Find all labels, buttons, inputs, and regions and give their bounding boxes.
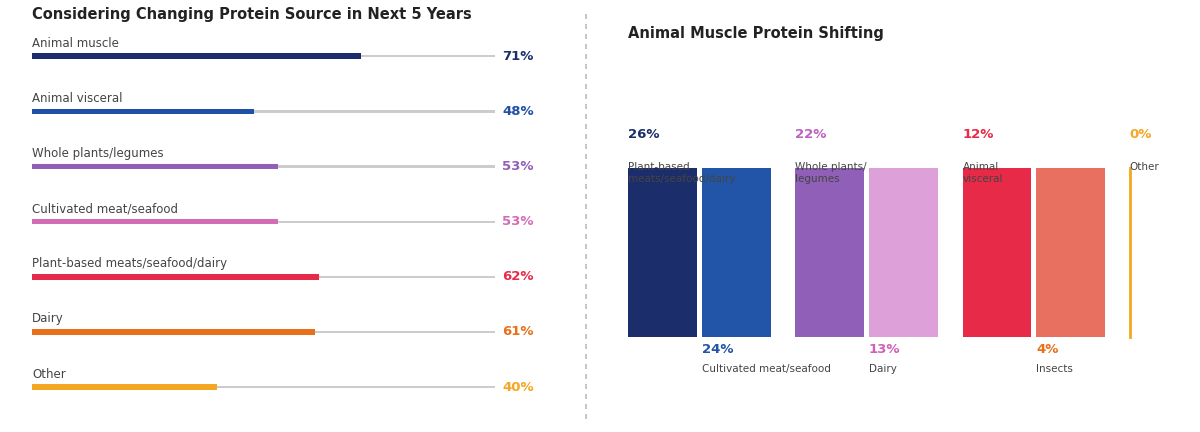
Bar [32,54,361,59]
Bar [1037,168,1105,337]
Text: 61%: 61% [502,325,534,339]
Bar [702,168,770,337]
Text: 48%: 48% [502,105,534,118]
Text: 4%: 4% [1037,343,1058,356]
Text: 71%: 71% [502,50,534,63]
Text: Considering Changing Protein Source in Next 5 Years: Considering Changing Protein Source in N… [32,7,472,22]
Text: 26%: 26% [628,127,659,140]
Bar [32,386,496,388]
Text: Whole plants/
legumes: Whole plants/ legumes [796,162,866,184]
Text: Cultivated meat/seafood: Cultivated meat/seafood [32,202,179,215]
Bar [32,108,254,114]
Text: Dairy: Dairy [869,364,896,374]
Bar [32,165,496,168]
Bar [796,168,864,337]
Text: 12%: 12% [962,127,994,140]
Text: 53%: 53% [502,160,534,173]
Text: Plant-based meats/seafood/dairy: Plant-based meats/seafood/dairy [32,257,228,270]
Text: 62%: 62% [502,270,534,283]
Text: 53%: 53% [502,215,534,228]
Bar [32,55,496,57]
Text: Whole plants/legumes: Whole plants/legumes [32,147,164,160]
Text: Dairy: Dairy [32,312,64,325]
Text: 22%: 22% [796,127,827,140]
Text: 0%: 0% [1130,127,1152,140]
Text: 40%: 40% [502,381,534,394]
Text: Plant-based
meats/seafood/dairy: Plant-based meats/seafood/dairy [628,162,736,184]
Bar [32,329,314,335]
Bar [32,331,496,333]
Text: 13%: 13% [869,343,900,356]
Text: Animal Muscle Protein Shifting: Animal Muscle Protein Shifting [628,26,883,41]
Bar [32,276,496,278]
Bar [32,164,277,169]
Text: Other: Other [32,368,66,381]
Bar [869,168,938,337]
Text: 24%: 24% [702,343,733,356]
Text: Cultivated meat/seafood: Cultivated meat/seafood [702,364,830,374]
Text: Animal visceral: Animal visceral [32,92,122,105]
Text: Insects: Insects [1037,364,1073,374]
Bar [32,221,496,223]
Text: Animal
visceral: Animal visceral [962,162,1003,184]
Bar [32,110,496,112]
Bar [962,168,1032,337]
Text: Animal muscle: Animal muscle [32,37,119,50]
Bar [32,219,277,225]
Bar [628,168,697,337]
Bar [32,274,319,280]
Bar [32,384,217,390]
Text: Other: Other [1130,162,1159,172]
